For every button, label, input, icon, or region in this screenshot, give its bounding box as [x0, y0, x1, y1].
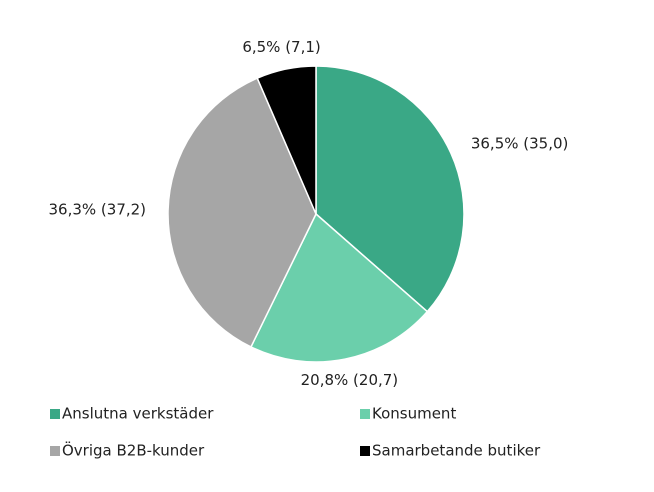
legend-swatch — [50, 446, 60, 456]
data-label: 36,5% (35,0) — [471, 134, 569, 152]
data-label: 20,8% (20,7) — [301, 371, 399, 389]
legend-swatch — [50, 409, 60, 419]
legend-label: Konsument — [372, 405, 456, 423]
data-label: 36,3% (37,2) — [49, 200, 147, 218]
legend-swatch — [360, 409, 370, 419]
data-label: 6,5% (7,1) — [242, 38, 320, 56]
pie-slice — [167, 77, 317, 348]
pie-slice — [256, 65, 317, 215]
legend-swatch — [360, 446, 370, 456]
legend-label: Anslutna verkstäder — [62, 405, 214, 423]
legend-label: Samarbetande butiker — [372, 442, 541, 460]
pie-slice — [315, 65, 465, 313]
pie-slice — [249, 212, 429, 363]
legend-label: Övriga B2B-kunder — [62, 441, 205, 460]
